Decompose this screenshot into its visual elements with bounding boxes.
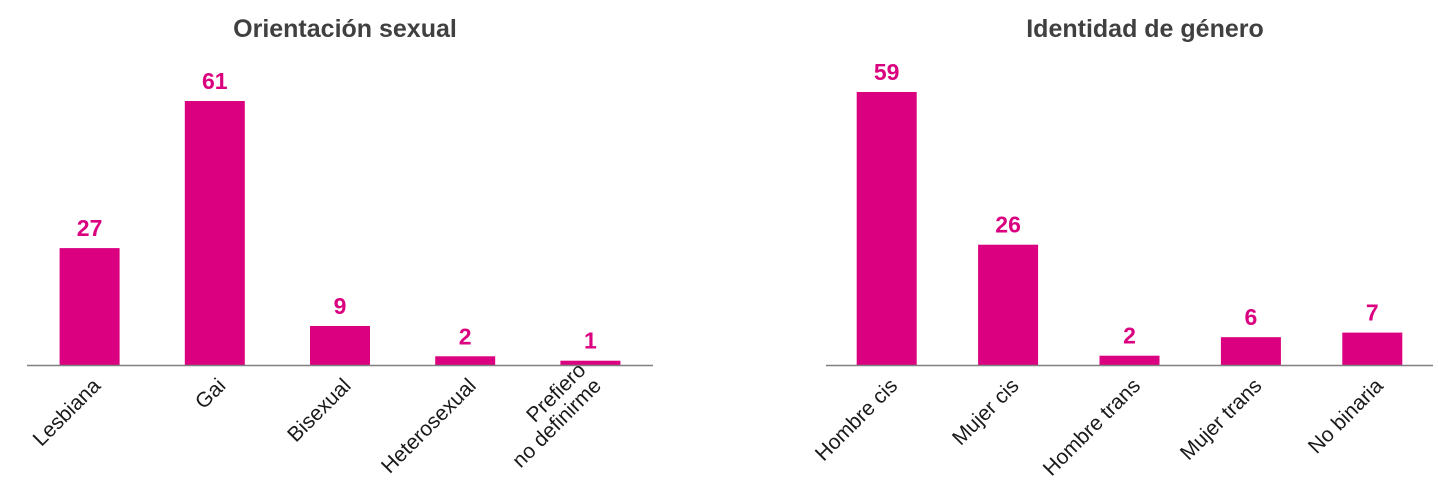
chart-title: Orientación sexual (233, 15, 457, 43)
x-tick-label-gai: Gai (191, 374, 230, 413)
bar-gai (184, 101, 245, 365)
bar-group (856, 92, 1403, 365)
chart-orientacion-sexual: Orientación sexual 27 61 9 2 1 Lesbiana Gai Bi… (27, 15, 653, 478)
bar-prefiero-no-definirme (560, 360, 621, 365)
chart-title: Identidad de género (1026, 15, 1264, 43)
x-tick-label-mujer-cis: Mujer cis (948, 374, 1024, 450)
value-label-group: 27 61 9 2 1 (77, 68, 597, 354)
x-tick-label-bisexual: Bisexual (283, 374, 355, 446)
bar-mujer-trans (1220, 337, 1281, 365)
bar-hombre-trans (1099, 355, 1160, 365)
value-label-mujer-trans: 6 (1245, 304, 1258, 330)
x-tick-label-no-binaria: No binaria (1304, 374, 1388, 458)
x-tick-label-mujer-trans: Mujer trans (1176, 374, 1267, 465)
x-tick-label-group: Lesbiana Gai Bisexual Heterosexual Prefieron… (29, 359, 606, 478)
x-tick-label-lesbiana: Lesbiana (29, 374, 106, 451)
value-label-no-binaria: 7 (1366, 300, 1379, 326)
bar-lesbiana (59, 248, 120, 365)
value-label-bisexual: 9 (334, 293, 347, 319)
bar-hombre-cis (856, 92, 917, 365)
bar-heterosexual (435, 356, 496, 365)
value-label-mujer-cis: 26 (995, 212, 1021, 238)
value-label-lesbiana: 27 (77, 215, 103, 241)
x-tick-label-group: Hombre cis Mujer cis Hombre trans Mujer tra… (811, 374, 1388, 480)
bar-bisexual (310, 326, 370, 365)
value-label-hombre-cis: 59 (874, 59, 900, 85)
value-label-prefiero-no-definirme: 1 (584, 328, 597, 354)
value-label-gai: 61 (202, 68, 228, 94)
bar-mujer-cis (978, 244, 1039, 365)
x-tick-label-hombre-cis: Hombre cis (811, 374, 902, 465)
x-tick-label-prefiero-no-definirme: Prefierono definirme (492, 359, 606, 473)
bar-group (59, 101, 621, 365)
x-tick-label-hombre-trans: Hombre trans (1039, 374, 1145, 480)
bar-no-binaria (1342, 332, 1403, 365)
value-label-hombre-trans: 2 (1123, 323, 1136, 349)
x-tick-label-heterosexual: Heterosexual (377, 374, 481, 478)
value-label-heterosexual: 2 (459, 323, 472, 349)
